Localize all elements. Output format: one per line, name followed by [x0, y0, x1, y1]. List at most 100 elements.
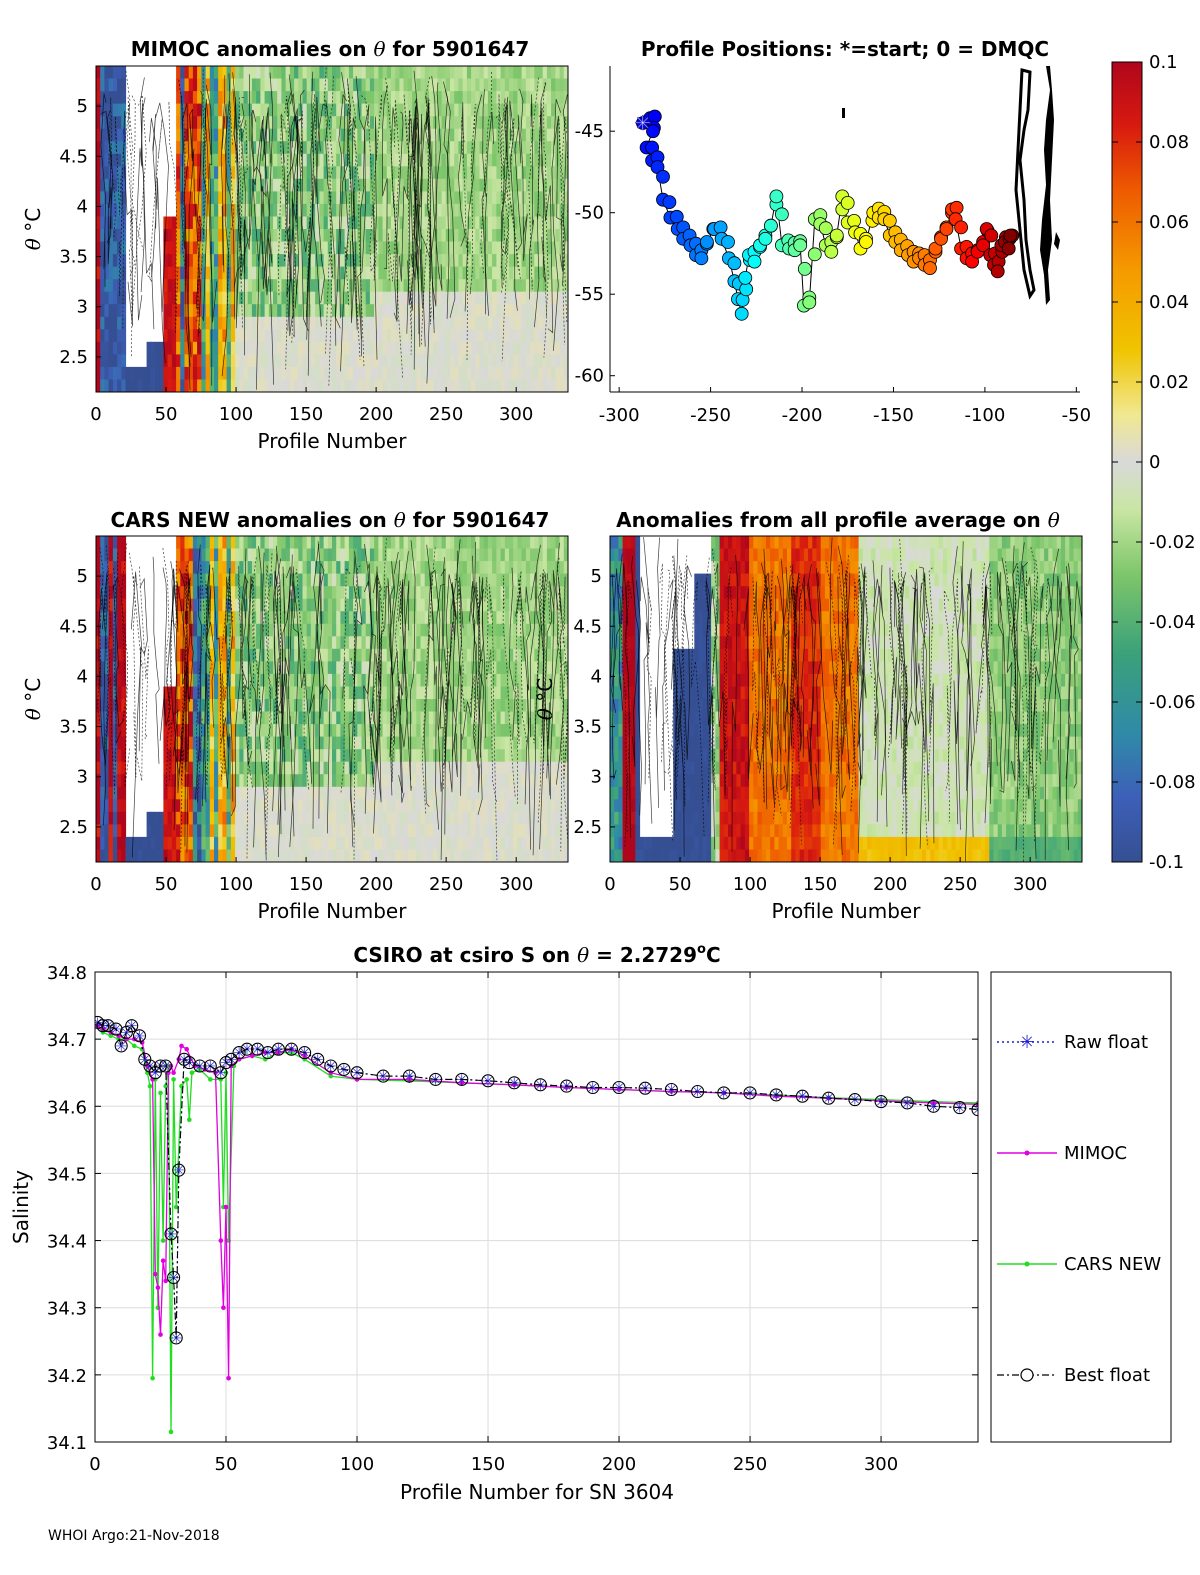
heatmap-cell [180, 598, 186, 612]
heatmap-cell [407, 598, 413, 612]
heatmap-cell [559, 203, 565, 217]
heatmap-cell [289, 304, 295, 318]
heatmap-cell [176, 711, 181, 725]
heatmap-cell [420, 686, 426, 700]
heatmap-cell [483, 66, 489, 80]
heatmap-cell [475, 304, 481, 318]
heatmap-cell [256, 178, 261, 192]
heatmap-cell [382, 786, 388, 800]
heatmap-cell [538, 191, 544, 205]
heatmap-cell [117, 366, 122, 380]
heatmap-cell [479, 116, 485, 130]
heatmap-cell [205, 216, 211, 230]
heatmap-cell [167, 229, 173, 243]
heatmap-cell [209, 786, 215, 800]
heatmap-cell [306, 366, 312, 380]
heatmap-cell [104, 749, 110, 763]
heatmap-cell [441, 229, 447, 243]
heatmap-cell [407, 811, 413, 825]
heatmap-cell [209, 91, 215, 105]
heatmap-cell [201, 279, 207, 293]
heatmap-cell [327, 291, 333, 305]
heatmap-cell [268, 103, 274, 117]
heatmap-cell [487, 636, 493, 650]
heatmap-cell [386, 379, 392, 392]
heatmap-cell [483, 329, 489, 343]
heatmap-cell [323, 824, 329, 838]
heatmap-cell [525, 279, 531, 293]
heatmap-cell [273, 216, 278, 230]
heatmap-cell [538, 354, 544, 368]
contour-line [427, 97, 443, 291]
heatmap-cell [319, 761, 325, 775]
heatmap-cell [243, 141, 249, 155]
heatmap-cell [273, 366, 278, 380]
heatmap-cell [209, 849, 215, 862]
heatmap-cell [96, 329, 101, 343]
heatmap-cell [332, 761, 337, 775]
heatmap-cell [327, 661, 333, 675]
heatmap-cell [230, 749, 236, 763]
heatmap-cell [222, 648, 228, 662]
heatmap-cell [277, 749, 282, 763]
heatmap-cell [386, 266, 392, 280]
heatmap-cell [407, 153, 413, 167]
heatmap-cell [319, 799, 325, 813]
heatmap-cell [374, 216, 379, 230]
heatmap-cell [487, 91, 493, 105]
heatmap-cell [332, 178, 337, 192]
heatmap-cell [395, 573, 400, 587]
heatmap-cell [319, 216, 325, 230]
heatmap-cell [277, 291, 282, 305]
heatmap-cell [348, 316, 354, 330]
heatmap-cell [454, 254, 459, 268]
heatmap-cell [264, 366, 270, 380]
heatmap-cell [369, 216, 375, 230]
heatmap-cell [214, 836, 219, 850]
heatmap-cell [121, 786, 127, 800]
heatmap-cell [395, 341, 400, 355]
heatmap-cell [100, 724, 105, 738]
heatmap-cell [289, 724, 295, 738]
heatmap-cell [121, 811, 127, 825]
heatmap-cell [344, 329, 350, 343]
heatmap-cell [260, 103, 266, 117]
heatmap-cell [471, 661, 476, 675]
heatmap-cell [437, 636, 443, 650]
heatmap-cell [357, 329, 363, 343]
heatmap-cell [551, 291, 556, 305]
heatmap-cell [294, 661, 299, 675]
heatmap-cell [281, 661, 287, 675]
heatmap-cell [332, 611, 337, 625]
heatmap-cell [180, 761, 186, 775]
heatmap-cell [226, 128, 232, 142]
heatmap-cell [289, 849, 295, 862]
heatmap-cell [239, 128, 245, 142]
heatmap-cell [315, 279, 320, 293]
heatmap-cell [294, 611, 299, 625]
heatmap-cell [403, 153, 409, 167]
heatmap-cell [424, 536, 430, 550]
heatmap-cell [555, 91, 561, 105]
heatmap-cell [403, 548, 409, 562]
heatmap-cell [530, 379, 535, 392]
heatmap-cell [475, 229, 481, 243]
heatmap-cell [163, 366, 169, 380]
heatmap-cell [205, 661, 211, 675]
heatmap-cell [218, 536, 223, 550]
heatmap-cell [479, 561, 485, 575]
heatmap-cell [184, 141, 190, 155]
heatmap-cell [268, 724, 274, 738]
heatmap-cell [176, 811, 181, 825]
heatmap-cell [184, 78, 190, 92]
heatmap-cell [462, 724, 468, 738]
heatmap-cell [374, 128, 379, 142]
heatmap-cell [357, 849, 363, 862]
positions-panel-title: Profile Positions: *=start; 0 = DMQC [641, 37, 1049, 61]
heatmap-cell [365, 304, 371, 318]
heatmap-cell [247, 749, 253, 763]
heatmap-cell [487, 548, 493, 562]
heatmap-cell [445, 379, 451, 392]
heatmap-cell [382, 341, 388, 355]
heatmap-cell [332, 786, 337, 800]
